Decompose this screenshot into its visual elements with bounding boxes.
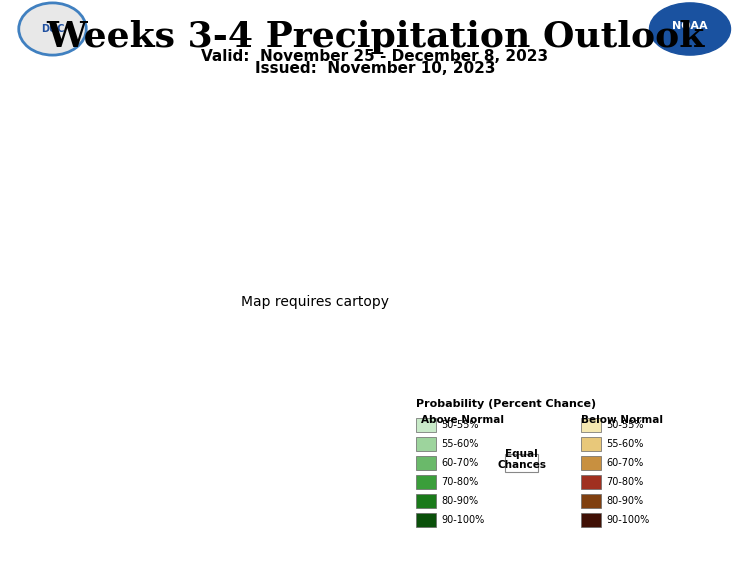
Text: Above Normal: Above Normal	[422, 415, 504, 425]
Text: DOC: DOC	[40, 24, 64, 34]
Text: 50-55%: 50-55%	[441, 419, 479, 430]
Bar	[581, 456, 601, 470]
Bar	[581, 474, 601, 488]
Text: 80-90%: 80-90%	[606, 496, 644, 506]
Text: Below Normal: Below Normal	[581, 415, 663, 425]
Bar	[416, 513, 436, 527]
Bar	[416, 474, 436, 488]
Text: 50-55%: 50-55%	[606, 419, 644, 430]
Text: 60-70%: 60-70%	[606, 458, 644, 467]
Text: 55-60%: 55-60%	[606, 438, 644, 448]
Circle shape	[19, 3, 86, 55]
Text: Weeks 3-4 Precipitation Outlook: Weeks 3-4 Precipitation Outlook	[46, 20, 704, 55]
Text: 90-100%: 90-100%	[441, 514, 485, 525]
Bar	[506, 455, 538, 472]
Bar	[416, 494, 436, 508]
Text: 60-70%: 60-70%	[441, 458, 479, 467]
Bar	[581, 437, 601, 451]
Text: 90-100%: 90-100%	[606, 514, 650, 525]
Text: 70-80%: 70-80%	[441, 477, 479, 487]
Text: NOAA: NOAA	[672, 21, 708, 31]
Text: Map requires cartopy: Map requires cartopy	[241, 295, 389, 309]
Text: 80-90%: 80-90%	[441, 496, 479, 506]
Text: Equal
Chances: Equal Chances	[497, 448, 546, 470]
Bar	[416, 456, 436, 470]
Text: 70-80%: 70-80%	[606, 477, 644, 487]
Bar	[416, 418, 436, 432]
Text: 55-60%: 55-60%	[441, 438, 479, 448]
Text: Valid:  November 25 - December 8, 2023: Valid: November 25 - December 8, 2023	[202, 49, 548, 64]
Bar	[581, 494, 601, 508]
Bar	[416, 437, 436, 451]
Text: Issued:  November 10, 2023: Issued: November 10, 2023	[255, 61, 495, 76]
Bar	[581, 418, 601, 432]
Text: Probability (Percent Chance): Probability (Percent Chance)	[416, 399, 596, 409]
Circle shape	[650, 3, 730, 55]
Bar	[581, 513, 601, 527]
